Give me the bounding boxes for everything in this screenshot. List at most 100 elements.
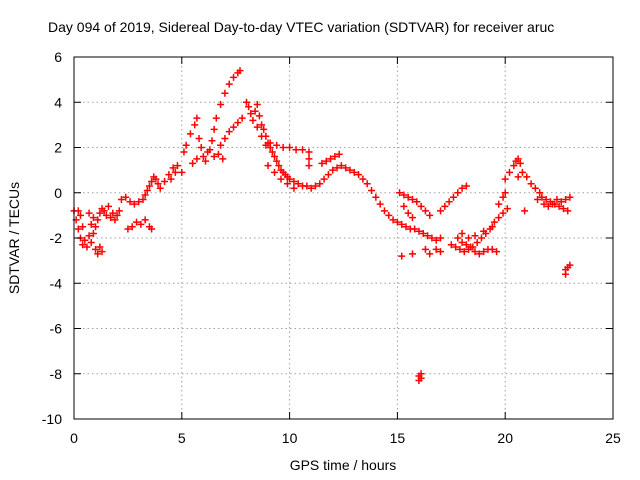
data-point [462, 182, 470, 190]
data-point [221, 89, 229, 97]
data-point [480, 227, 488, 235]
data-point [277, 175, 285, 183]
data-point [199, 153, 207, 161]
data-point [286, 175, 294, 183]
data-point [542, 196, 550, 204]
data-point [477, 234, 485, 242]
x-tick-label: 20 [497, 430, 513, 446]
data-point [333, 164, 341, 172]
y-tick-label: -8 [50, 366, 63, 382]
data-point [117, 196, 125, 204]
data-point [303, 182, 311, 190]
data-point [376, 200, 384, 208]
data-point [219, 155, 227, 163]
data-point [426, 250, 434, 258]
data-point [523, 173, 531, 181]
data-point [415, 227, 423, 235]
data-point [452, 243, 460, 251]
data-point [372, 193, 380, 201]
data-point [94, 216, 102, 224]
data-point [236, 67, 244, 75]
data-point [432, 245, 440, 253]
data-point [148, 177, 156, 185]
data-point [145, 182, 153, 190]
data-point [307, 184, 315, 192]
data-point [87, 220, 95, 228]
data-point [380, 207, 388, 215]
data-point [480, 248, 488, 256]
y-tick-label: -4 [50, 275, 63, 291]
data-point [286, 144, 294, 151]
data-point [221, 134, 229, 142]
data-point [514, 155, 522, 163]
data-point [531, 184, 539, 192]
data-point [242, 98, 250, 106]
series-midday-11-14 [307, 150, 401, 226]
series-night-20-23 [501, 155, 574, 278]
data-point [553, 196, 561, 204]
data-point [404, 193, 412, 201]
data-point [400, 202, 408, 210]
data-point [113, 211, 121, 219]
x-tick-label: 0 [70, 430, 78, 446]
x-tick-label: 25 [605, 430, 621, 446]
data-point [467, 243, 475, 251]
data-point [460, 248, 468, 256]
data-point [566, 193, 574, 201]
data-point [335, 150, 343, 158]
data-point [255, 112, 263, 120]
data-point [92, 223, 100, 231]
data-point [514, 173, 522, 181]
data-point [305, 148, 313, 156]
data-point [245, 103, 253, 111]
data-point [128, 223, 136, 231]
data-point [92, 245, 100, 253]
data-point [322, 157, 330, 165]
y-tick-label: -10 [42, 411, 62, 427]
data-point [141, 216, 149, 224]
data-point [238, 114, 246, 122]
data-point [98, 248, 106, 256]
data-point [271, 153, 279, 161]
data-point [85, 209, 93, 217]
data-point [122, 193, 130, 201]
y-axis-label: SDTVAR / TECUs [6, 182, 22, 294]
data-point [94, 250, 102, 258]
y-tick-label: 0 [54, 185, 62, 201]
data-point [271, 168, 279, 176]
data-point [165, 171, 173, 179]
data-point [305, 162, 313, 170]
data-point [143, 186, 151, 194]
data-point [178, 168, 186, 176]
data-point [258, 132, 266, 140]
data-point [327, 155, 335, 163]
x-tick-label: 10 [282, 430, 298, 446]
data-point [437, 234, 445, 242]
data-point [432, 236, 440, 244]
data-point [171, 168, 179, 176]
data-point [516, 159, 524, 167]
data-point [363, 180, 371, 188]
data-point [275, 162, 283, 170]
data-point [133, 218, 141, 226]
data-point [426, 211, 434, 219]
data-point [258, 121, 266, 129]
y-tick-label: -2 [50, 230, 63, 246]
data-point [230, 123, 238, 131]
data-point [359, 175, 367, 183]
series-hour2-4 [117, 162, 186, 233]
data-point [111, 216, 119, 224]
data-point [154, 180, 162, 188]
data-point [454, 189, 462, 197]
data-point [398, 252, 406, 260]
data-point [279, 144, 287, 151]
data-point [299, 146, 307, 154]
x-tick-label: 5 [178, 430, 186, 446]
data-point [534, 196, 542, 204]
data-point [102, 211, 110, 219]
data-point [499, 193, 507, 201]
y-tick-label: 4 [54, 94, 62, 110]
data-point [253, 101, 261, 109]
data-point [389, 216, 397, 224]
data-point [305, 155, 313, 163]
